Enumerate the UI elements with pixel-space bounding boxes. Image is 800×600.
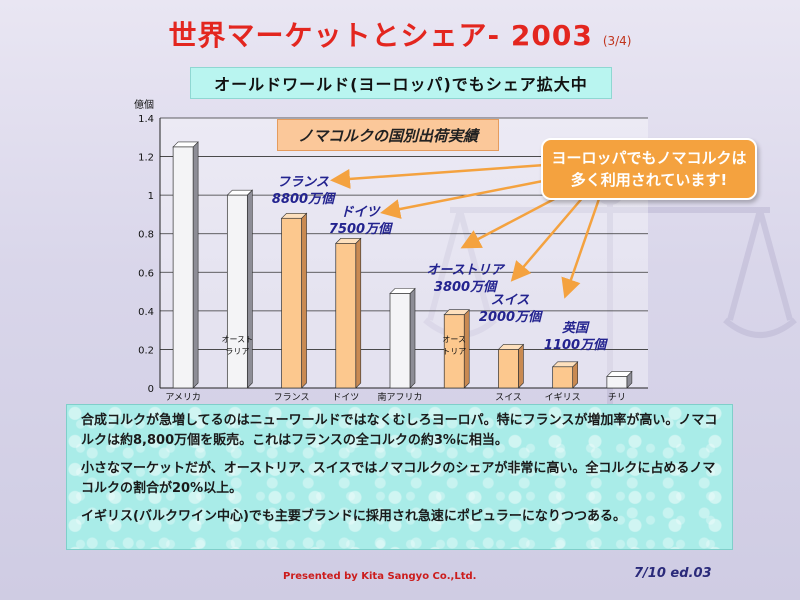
y-tick-label: 1.2 (138, 153, 154, 164)
y-tick-label: 0.2 (138, 345, 154, 356)
x-tick-label: イギリス (545, 392, 581, 403)
bar-inner-label: ラリア (225, 347, 249, 356)
bar (226, 194, 248, 389)
annotation-uk: 英国 1100万個 (543, 321, 607, 353)
bar (335, 243, 357, 389)
note-paragraph-1: 合成コルクが急増してるのはニューワールドではなくむしろヨーロパ。特にフランスが増… (81, 413, 718, 448)
chart-title: ノマコルクの国別出荷実績 (277, 119, 499, 151)
bar-inner-label: オース (442, 335, 466, 344)
bar (498, 349, 519, 389)
y-tick-label: 0.8 (138, 230, 154, 241)
y-tick-label: 1 (148, 191, 154, 202)
x-tick-label: チリ (608, 392, 626, 403)
y-tick-label: 0.6 (138, 268, 154, 279)
y-tick-label: 0 (148, 384, 154, 395)
notes-panel: 合成コルクが急増してるのはニューワールドではなくむしろヨーロパ。特にフランスが増… (66, 404, 733, 550)
bar-side (355, 237, 362, 389)
slide-header: 世界マーケットとシェア- 2003 (3/4) (0, 14, 800, 54)
callout-arrow (510, 195, 585, 282)
subtitle-banner: オールドワールド(ヨーロッパ)でもシェア拡大中 (190, 67, 612, 99)
bar-side (409, 287, 416, 389)
x-tick-label: フランス (274, 392, 310, 403)
note-paragraph-3: イギリス(バルクワイン中心)でも主要ブランドに採用され急速にポピュラーになりつつ… (81, 509, 627, 524)
bar-side (518, 343, 524, 389)
callout-arrow (561, 195, 602, 299)
bar (443, 314, 465, 389)
annotation-austria: オーストリア 3800万個 (426, 263, 504, 295)
slide-title: 世界マーケットとシェア- 2003 (168, 19, 593, 52)
bar (606, 376, 628, 389)
annotation-switzerland: スイス 2000万個 (478, 293, 542, 325)
annotation-germany: ドイツ 7500万個 (328, 205, 392, 237)
bar (552, 366, 574, 389)
bar (281, 217, 302, 389)
callout-arrow (380, 178, 549, 219)
bar (389, 293, 411, 389)
x-tick-label: 南アフリカ (377, 391, 422, 403)
y-axis-label: 億個 (134, 98, 154, 111)
footer-credit: Presented by Kita Sangyo Co.,Ltd. (283, 571, 477, 582)
annotation-france: フランス 8800万個 (271, 175, 335, 207)
page-number: 7/10 ed.03 (634, 566, 712, 581)
slide-page-indicator: (3/4) (602, 34, 632, 48)
x-tick-label: アメリカ (165, 392, 201, 403)
x-tick-label: ドイツ (332, 393, 359, 403)
bar-side (301, 212, 307, 389)
y-tick-label: 0.4 (138, 307, 154, 318)
y-tick-label: 1.4 (138, 114, 154, 125)
bar-inner-label: オースト (222, 335, 254, 344)
callout-box: ヨーロッパでもノマコルクは 多く利用されています! (541, 138, 757, 200)
callout-line-2: 多く利用されています! (570, 171, 728, 189)
bar-inner-label: トリア (442, 347, 466, 356)
callout-arrow (330, 163, 546, 189)
bar (172, 146, 194, 389)
callout-line-1: ヨーロッパでもノマコルクは (551, 149, 747, 167)
callout-arrow (460, 194, 561, 249)
note-paragraph-2: 小さなマーケットだが、オーストリア、スイスではノマコルクのシェアが非常に高い。全… (81, 461, 716, 496)
x-tick-label: スイス (495, 393, 522, 403)
bar-side (247, 189, 253, 389)
bar-side (192, 141, 199, 389)
